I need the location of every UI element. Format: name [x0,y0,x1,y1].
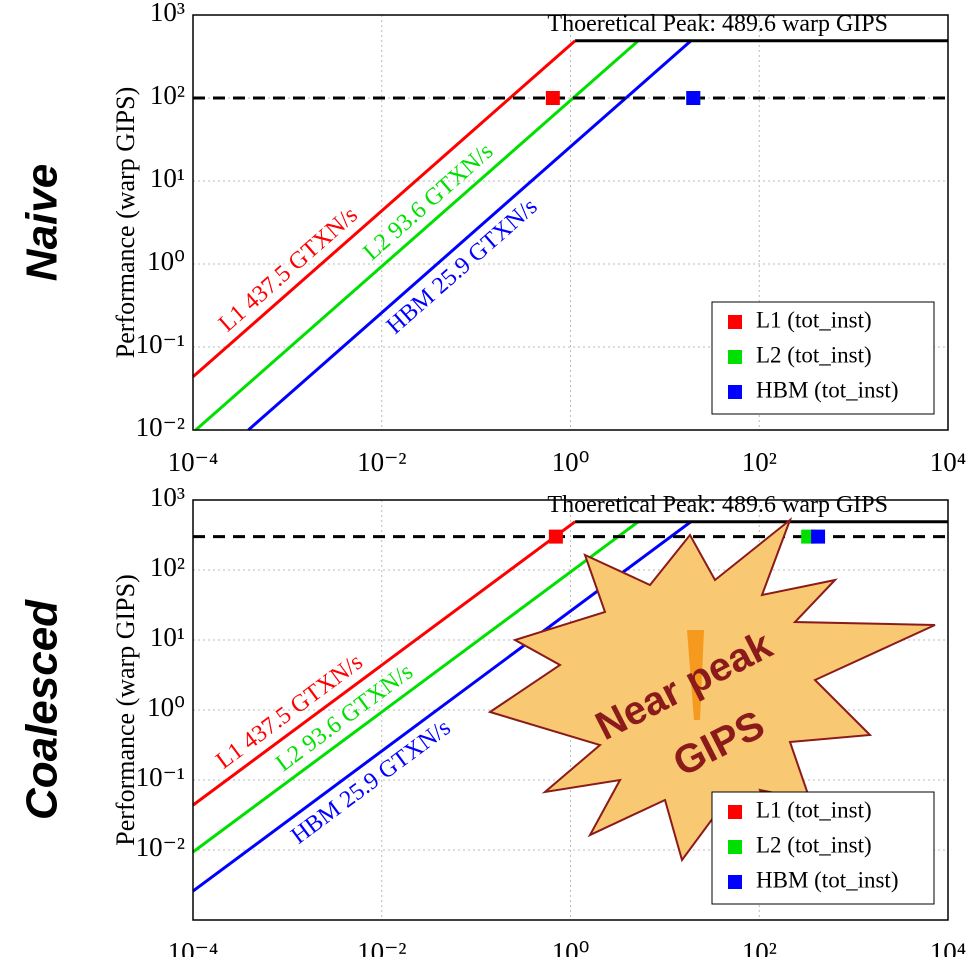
y-tick-label: 10⁻² [136,832,185,862]
plot-frame [192,14,949,431]
y-tick-label: 10² [150,552,185,582]
legend-swatch [728,840,742,854]
y-tick-label: 10⁻² [136,412,185,442]
ceiling-line [192,520,640,854]
peak-label: Thoeretical Peak: 489.6 warp GIPS [547,492,888,518]
y-tick-label: 10⁰ [147,692,185,722]
legend-swatch [728,350,742,364]
ceiling-line [192,520,577,807]
legend-swatch [728,875,742,889]
legend-swatch [728,805,742,819]
legend-label: L1 (tot_inst) [756,797,872,822]
data-point [811,529,826,544]
ceiling-line [192,39,577,378]
x-tick-label: 10² [742,937,777,957]
x-tick-label: 10⁴ [930,937,966,957]
x-tick-label: 10² [742,447,777,477]
x-tick-label: 10⁻⁴ [168,937,219,957]
y-tick-label: 10¹ [150,163,185,193]
y-tick-label: 10⁰ [147,246,185,276]
legend-label: L1 (tot_inst) [756,307,872,332]
y-tick-label: 10⁻¹ [136,329,185,359]
y-tick-label: 10¹ [150,622,185,652]
data-point [545,91,560,105]
ceiling-line [194,39,640,432]
y-tick-label: 10⁻¹ [136,762,185,792]
plot-frame [192,499,949,921]
x-tick-label: 10⁴ [930,447,966,477]
y-tick-label: 10³ [150,0,185,27]
y-axis-label: Performance (warp GIPS) [111,87,140,358]
side-label: Coalesced [18,599,67,820]
data-point [686,91,701,105]
x-tick-label: 10⁰ [552,937,590,957]
starburst-mark [687,630,704,720]
legend-box [711,791,935,905]
x-tick-label: 10⁰ [552,447,590,477]
y-tick-label: 10² [150,80,185,110]
legend-label: L2 (tot_inst) [756,832,872,857]
starburst [487,516,936,863]
legend-label: L2 (tot_inst) [756,342,872,367]
x-tick-label: 10⁻⁴ [168,447,219,477]
legend-label: HBM (tot_inst) [756,867,898,892]
x-tick-label: 10⁻² [357,937,406,957]
y-tick-label: 10³ [150,482,185,512]
y-axis-label: Performance (warp GIPS) [111,574,140,845]
legend-swatch [728,385,742,399]
x-tick-label: 10⁻² [357,447,406,477]
ceiling-line [247,39,692,432]
legend-box [711,301,935,415]
data-point [548,529,563,544]
legend-swatch [728,315,742,329]
legend-label: HBM (tot_inst) [756,377,898,402]
side-label: Naive [18,164,67,281]
